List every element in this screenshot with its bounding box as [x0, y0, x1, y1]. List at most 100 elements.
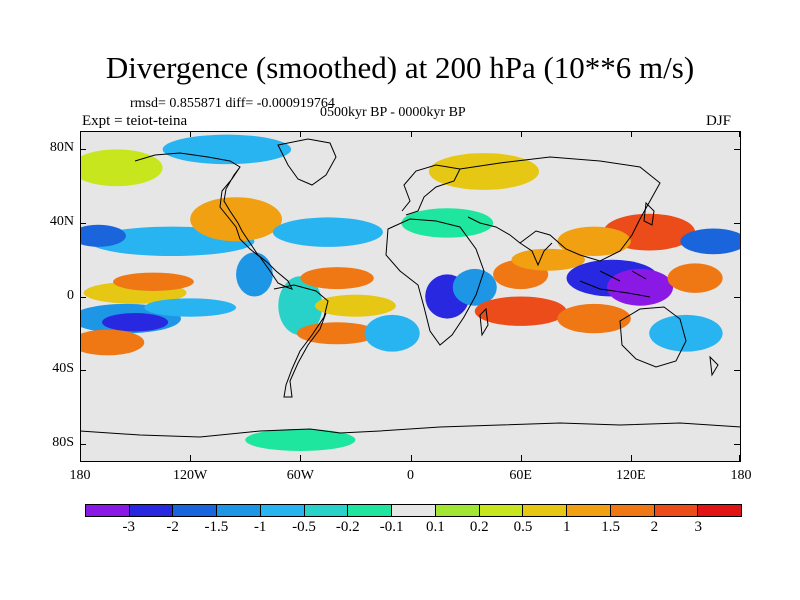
colorbar-box	[348, 505, 393, 516]
lat-tick	[734, 443, 740, 445]
coast-north-america	[134, 152, 293, 290]
lat-tick-label: 80N	[49, 140, 74, 156]
anomaly-region	[102, 313, 169, 332]
lat-tick-label: 40N	[49, 213, 74, 229]
rmsd-diff-stats: rmsd= 0.855871 diff= -0.000919764	[130, 96, 335, 111]
lon-tick	[520, 131, 522, 137]
coast-madagascar	[479, 307, 489, 337]
coastlines	[80, 138, 741, 438]
anomaly-region	[474, 296, 567, 326]
colorbar-label: 2	[650, 519, 659, 535]
plot-title: Divergence (smoothed) at 200 hPa (10**6 …	[105, 50, 695, 85]
lat-tick	[80, 149, 86, 151]
colorbar-label: 0.2	[469, 519, 489, 535]
colorbar-label: 0.5	[513, 519, 533, 535]
colorbar-label: -3	[122, 519, 136, 535]
colorbar-box	[523, 505, 568, 516]
period-label: 0500kyr BP - 0000kyr BP	[320, 105, 466, 120]
lat-tick-label: 0	[67, 287, 74, 303]
lon-tick	[739, 131, 740, 137]
season-label: DJF	[706, 113, 732, 129]
lon-tick-label: 60W	[286, 468, 314, 483]
colorbar-label: 0.1	[426, 519, 445, 535]
coast-new-zealand	[709, 355, 719, 377]
colorbar-box	[435, 505, 480, 516]
lon-tick-label: 120W	[173, 468, 208, 483]
anomaly-region	[606, 268, 674, 306]
anomaly-region	[272, 217, 383, 247]
anomaly-region	[667, 263, 723, 293]
lon-tick-label: 0	[407, 468, 414, 483]
anomaly-region	[144, 298, 237, 317]
anomaly-region	[511, 248, 585, 271]
colorbar-label: -0.2	[335, 519, 360, 535]
lon-tick-label: 120E	[616, 468, 646, 483]
coast-africa	[385, 218, 485, 346]
lon-tick	[630, 455, 632, 461]
colorbar-box	[610, 505, 655, 516]
lat-tick	[734, 296, 740, 298]
lon-tick	[190, 131, 192, 137]
experiment-label: Expt = teiot-teina	[82, 113, 188, 129]
divergence-field	[80, 134, 741, 451]
lat-tick-label: 80S	[52, 434, 74, 450]
colorbar-box	[654, 505, 699, 516]
anomaly-region	[364, 314, 420, 352]
colorbar-label: 3	[694, 519, 702, 535]
anomaly-region	[80, 149, 163, 187]
colorbar-box	[86, 505, 130, 516]
coast-indonesia	[579, 270, 651, 298]
colorbar-label: 1	[563, 519, 571, 535]
anomaly-region	[236, 252, 273, 297]
anomaly-region	[680, 228, 741, 255]
anomaly-region	[557, 226, 631, 257]
lon-tick	[80, 455, 81, 461]
colorbar-label: -1.5	[204, 519, 229, 535]
lat-tick	[80, 296, 86, 298]
anomaly-region	[113, 272, 194, 291]
coast-india	[519, 242, 553, 267]
colorbar-box	[173, 505, 218, 516]
lat-tick-label: 40S	[52, 361, 74, 377]
lon-tick	[520, 455, 522, 461]
anomaly-region	[300, 267, 374, 290]
anomaly-region	[278, 276, 323, 336]
colorbar-box	[129, 505, 174, 516]
anomaly-region	[452, 268, 497, 306]
colorbar-box	[392, 505, 436, 516]
colorbar-box	[698, 505, 742, 516]
anomaly-region	[162, 134, 292, 165]
colorbar-label: -0.1	[379, 519, 404, 535]
lat-tick	[80, 443, 86, 445]
coast-antarctica	[80, 422, 741, 438]
anomaly-region	[80, 224, 126, 247]
lon-tick-label: 180	[69, 468, 91, 483]
colorbar-box	[479, 505, 524, 516]
lat-tick	[80, 370, 86, 372]
anomaly-region	[649, 314, 723, 352]
colorbar-label: -2	[166, 519, 179, 535]
colorbar-box	[260, 505, 305, 516]
lon-tick	[190, 455, 192, 461]
lon-tick	[300, 131, 302, 137]
lon-tick	[300, 455, 302, 461]
map-canvas	[80, 134, 741, 451]
lon-tick	[739, 455, 740, 461]
lon-tick	[630, 131, 632, 137]
colorbar-box	[304, 505, 349, 516]
colorbar-box	[567, 505, 611, 516]
anomaly-region	[428, 153, 540, 190]
coast-australia	[619, 306, 687, 368]
lat-tick	[734, 222, 740, 224]
anomaly-region	[401, 208, 494, 238]
divergence-map	[80, 131, 741, 462]
lat-tick	[80, 222, 86, 224]
lon-tick-label: 180	[730, 468, 752, 483]
anomaly-region	[245, 428, 356, 451]
colorbar-label: -0.5	[292, 519, 316, 535]
lon-tick-label: 60E	[509, 468, 532, 483]
lon-tick	[410, 455, 412, 461]
colorbar-label: 1.5	[601, 519, 620, 535]
lat-tick	[734, 370, 740, 372]
coast-greenland	[277, 138, 337, 186]
